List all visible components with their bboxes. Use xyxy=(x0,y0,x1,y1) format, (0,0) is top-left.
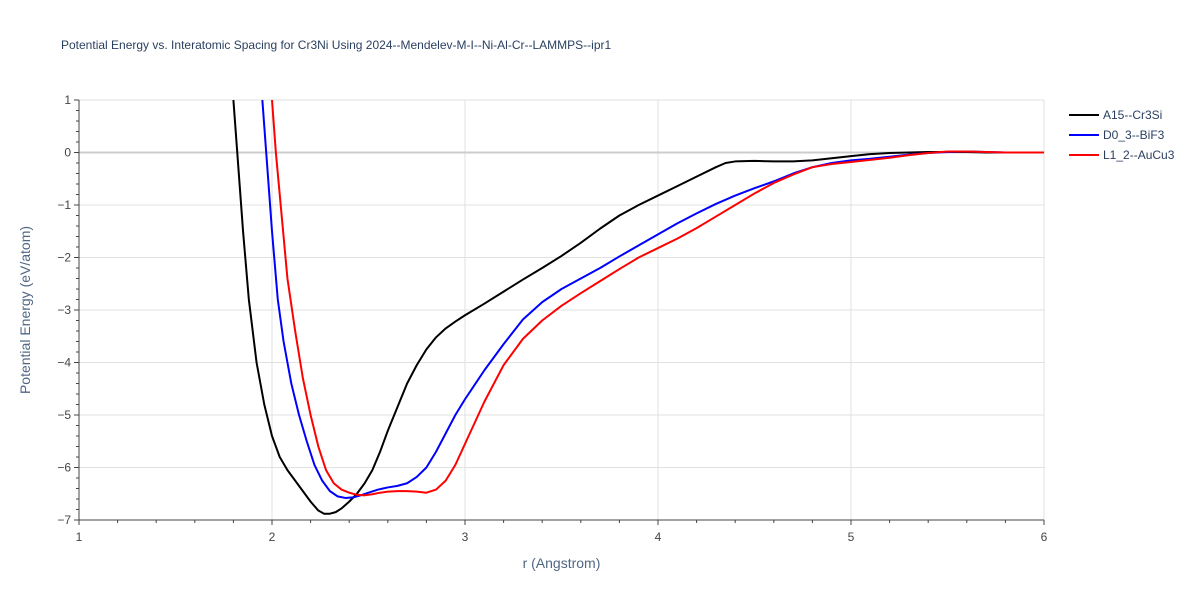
legend-item-2[interactable]: L1_2--AuCu3 xyxy=(1069,148,1175,162)
x-tick-label: 5 xyxy=(848,530,855,544)
y-tick-label: −7 xyxy=(57,513,71,527)
y-tick-label: 0 xyxy=(64,146,71,160)
y-tick-label: −3 xyxy=(57,303,71,317)
x-tick-label: 2 xyxy=(269,530,276,544)
legend-label: L1_2--AuCu3 xyxy=(1103,148,1175,162)
legend-label: D0_3--BiF3 xyxy=(1103,128,1165,142)
axis-layer: 1 2 3 4 5 6 −7 −6 −5 −4 −3 −2 −1 0 1 xyxy=(57,93,1047,544)
y-tick-label: −6 xyxy=(57,461,71,475)
series-line-0 xyxy=(232,100,1044,515)
y-tick-label: −2 xyxy=(57,251,71,265)
y-tick-label: −5 xyxy=(57,408,71,422)
series-line-1 xyxy=(261,100,1044,499)
legend-item-1[interactable]: D0_3--BiF3 xyxy=(1069,128,1165,142)
x-tick-label: 1 xyxy=(76,530,83,544)
legend-item-0[interactable]: A15--Cr3Si xyxy=(1069,108,1162,122)
grid-layer xyxy=(79,99,1045,520)
y-tick-label: −4 xyxy=(57,356,71,370)
y-tick-label: 1 xyxy=(64,93,71,107)
series-line-2 xyxy=(271,100,1044,497)
x-axis-title: r (Angstrom) xyxy=(523,555,601,571)
x-tick-label: 3 xyxy=(462,530,469,544)
chart-title: Potential Energy vs. Interatomic Spacing… xyxy=(61,38,611,52)
series-layer xyxy=(232,100,1044,515)
y-tick-label: −1 xyxy=(57,198,71,212)
legend-label: A15--Cr3Si xyxy=(1103,108,1162,122)
y-axis-title: Potential Energy (eV/atom) xyxy=(17,226,33,394)
x-tick-label: 4 xyxy=(655,530,662,544)
legend: A15--Cr3Si D0_3--BiF3 L1_2--AuCu3 xyxy=(1069,108,1175,162)
x-tick-label: 6 xyxy=(1041,530,1048,544)
